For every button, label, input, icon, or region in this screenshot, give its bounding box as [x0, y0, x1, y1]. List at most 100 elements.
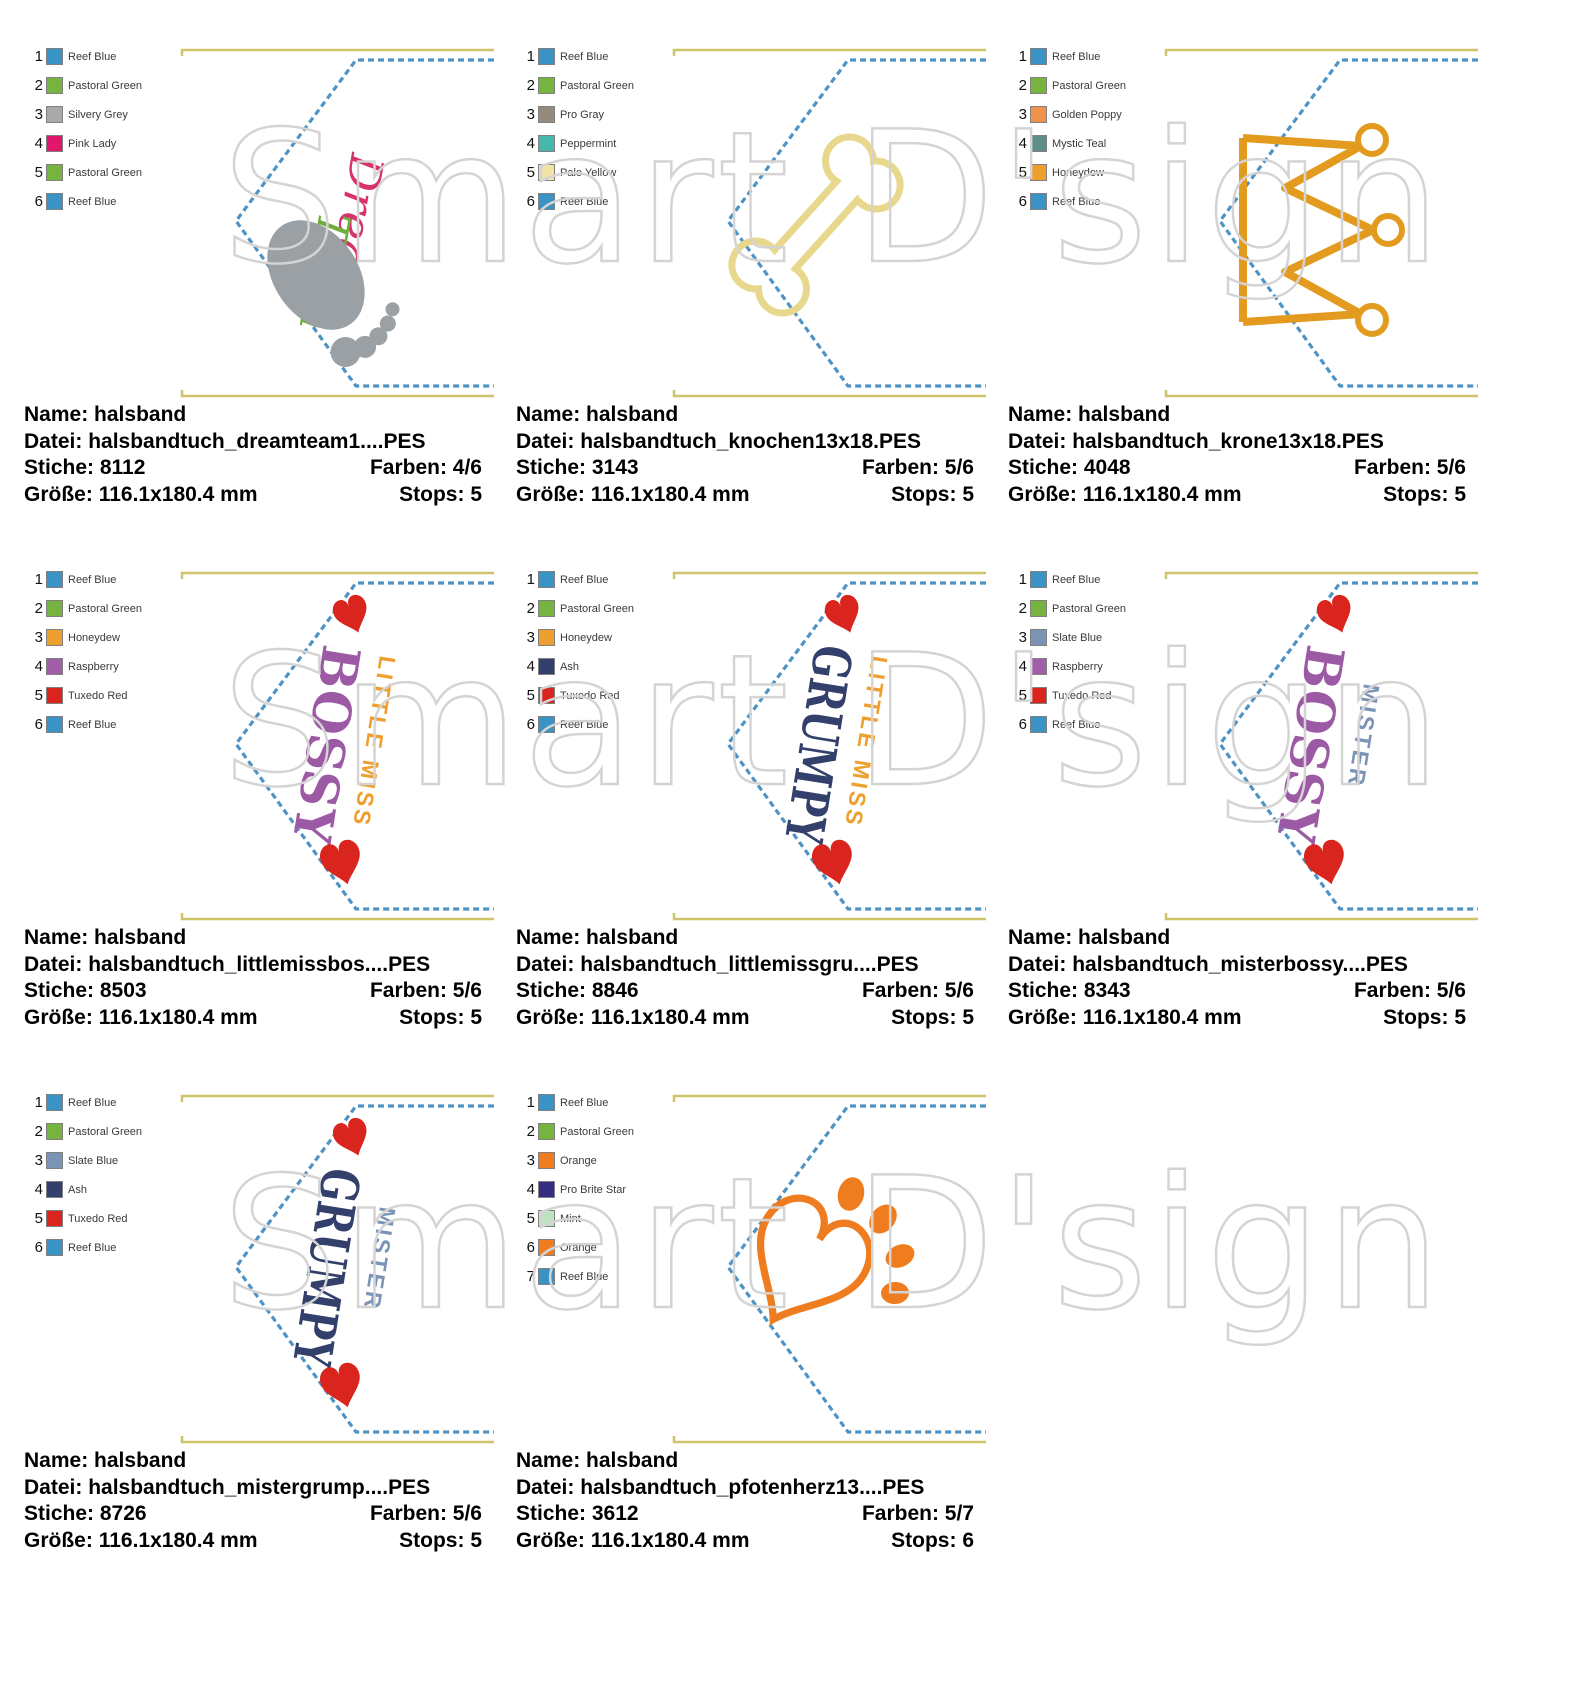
color-number: 2	[34, 1123, 43, 1140]
size-stops-line: Größe: 116.1x180.4 mm Stops: 5	[516, 482, 974, 509]
color-swatch	[538, 1094, 555, 1111]
color-number: 1	[34, 571, 43, 588]
color-number: 3	[34, 629, 43, 646]
paw-toe	[885, 1244, 915, 1268]
size-value: Größe: 116.1x180.4 mm	[24, 1005, 258, 1029]
color-legend-item: 1 Reef Blue	[520, 1088, 634, 1117]
color-number: 1	[526, 571, 535, 588]
color-legend: 1 Reef Blue 2 Pastoral Green 3 Silvery Grey 4 P…	[28, 42, 142, 216]
color-name: Golden Poppy	[1052, 108, 1122, 121]
bandana-outline	[672, 571, 986, 921]
design-motif	[756, 1177, 915, 1326]
color-number: 6	[1018, 716, 1027, 733]
color-name: Honeydew	[68, 631, 120, 644]
color-swatch	[1030, 658, 1047, 675]
stitch-count: Stiche: 8343	[1008, 979, 1131, 1002]
color-legend-item: 7 Reef Blue	[520, 1262, 634, 1291]
design-info: Name: halsband Datei: halsbandtuch_dream…	[24, 402, 482, 508]
color-legend-item: 4 Peppermint	[520, 129, 634, 158]
color-legend-item: 4 Mystic Teal	[1012, 129, 1126, 158]
file-line: Datei: halsbandtuch_mistergrump....PES	[24, 1475, 482, 1502]
name-label: Name:	[24, 926, 89, 949]
color-name: Pastoral Green	[560, 79, 634, 92]
color-number: 4	[526, 135, 535, 152]
size-value: Größe: 116.1x180.4 mm	[24, 482, 258, 506]
color-number: 4	[1018, 135, 1027, 152]
size-value: Größe: 116.1x180.4 mm	[516, 1528, 750, 1552]
color-legend-item: 6 Reef Blue	[1012, 710, 1126, 739]
tunnel-edge-bottom	[1164, 390, 1478, 398]
color-number: 1	[34, 1094, 43, 1111]
color-name: Honeydew	[1052, 166, 1104, 179]
color-legend-item: 5 Pastoral Green	[28, 158, 142, 187]
design-card: BOSSY LITTLE MISS 1 Reef Blue 2 Pastoral Gre…	[24, 563, 494, 1041]
color-swatch	[538, 629, 555, 646]
color-name: Reef Blue	[560, 50, 609, 63]
color-legend-item: 5 Tuxedo Red	[1012, 681, 1126, 710]
color-swatch	[46, 48, 63, 65]
stops-count: Stops: 5	[891, 482, 974, 506]
color-swatch	[538, 1152, 555, 1169]
color-legend-item: 4 Ash	[520, 652, 634, 681]
color-name: Pastoral Green	[1052, 602, 1126, 615]
heart-icon	[1304, 839, 1344, 885]
stops-count: Stops: 5	[891, 1005, 974, 1029]
color-swatch	[46, 687, 63, 704]
color-number: 5	[34, 164, 43, 181]
tunnel-edge-bottom	[180, 913, 494, 921]
design-grid: DreamTeam 1 Reef Blue 2 Pastoral Green 3 Silv…	[24, 40, 1478, 1564]
color-number: 4	[34, 1181, 43, 1198]
file-label: Datei:	[24, 952, 83, 976]
color-swatch	[538, 1239, 555, 1256]
color-swatch	[46, 629, 63, 646]
color-swatch	[46, 658, 63, 675]
color-name: Reef Blue	[560, 1270, 609, 1283]
tunnel-edge-top	[1164, 571, 1478, 579]
color-number: 6	[526, 1239, 535, 1256]
name-label: Name:	[24, 403, 89, 426]
size-stops-line: Größe: 116.1x180.4 mm Stops: 5	[1008, 1005, 1466, 1032]
color-swatch	[46, 600, 63, 617]
color-name: Reef Blue	[68, 50, 117, 63]
bandana-outline	[180, 1094, 494, 1444]
color-legend: 1 Reef Blue 2 Pastoral Green 3 Pro Gray 4 Peppe…	[520, 42, 634, 216]
color-number: 2	[34, 77, 43, 94]
color-count: Farben: 5/6	[861, 979, 974, 1002]
stops-count: Stops: 5	[1383, 482, 1466, 506]
color-name: Pale Yellow	[560, 166, 617, 179]
heart-icon	[320, 1362, 360, 1408]
stops-count: Stops: 5	[399, 1005, 482, 1029]
color-swatch	[1030, 135, 1047, 152]
color-legend-item: 2 Pastoral Green	[28, 594, 142, 623]
design-card: 1 Reef Blue 2 Pastoral Green 3 Pro Gray 4 Peppe…	[516, 40, 986, 518]
color-swatch	[1030, 77, 1047, 94]
color-swatch	[46, 193, 63, 210]
paw-toe	[869, 1204, 897, 1234]
stops-count: Stops: 5	[399, 482, 482, 506]
color-legend-item: 2 Pastoral Green	[1012, 71, 1126, 100]
color-swatch	[46, 1210, 63, 1227]
color-legend-item: 4 Ash	[28, 1175, 142, 1204]
color-legend-item: 5 Tuxedo Red	[28, 681, 142, 710]
size-value: Größe: 116.1x180.4 mm	[1008, 1005, 1242, 1029]
color-name: Tuxedo Red	[1052, 689, 1112, 702]
color-swatch	[538, 1181, 555, 1198]
color-swatch	[46, 1152, 63, 1169]
color-name: Raspberry	[68, 660, 119, 673]
color-legend-item: 5 Tuxedo Red	[28, 1204, 142, 1233]
color-name: Reef Blue	[560, 573, 609, 586]
color-legend-item: 1 Reef Blue	[1012, 42, 1126, 71]
design-name: halsband	[1078, 926, 1171, 949]
color-count: Farben: 5/6	[369, 1502, 482, 1525]
design-preview	[672, 48, 986, 398]
color-legend-item: 3 Honeydew	[28, 623, 142, 652]
color-legend-item: 3 Silvery Grey	[28, 100, 142, 129]
size-stops-line: Größe: 116.1x180.4 mm Stops: 5	[24, 482, 482, 509]
design-file: halsbandtuch_krone13x18.PES	[1072, 429, 1384, 453]
color-legend-item: 2 Pastoral Green	[520, 594, 634, 623]
name-line: Name: halsband	[1008, 925, 1466, 952]
color-legend: 1 Reef Blue 2 Pastoral Green 3 Slate Blue 4 Ash…	[28, 1088, 142, 1262]
